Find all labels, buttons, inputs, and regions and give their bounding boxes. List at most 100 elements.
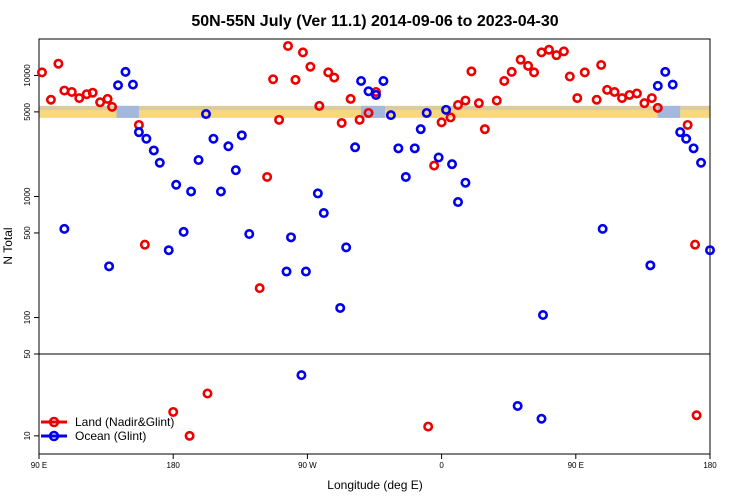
ocean-point bbox=[385, 110, 396, 121]
ocean-point bbox=[696, 157, 707, 168]
ocean-points bbox=[59, 66, 715, 424]
ocean-point bbox=[335, 302, 346, 313]
y-tick-label: 5000 bbox=[23, 102, 32, 120]
x-tick-label: 90 E bbox=[568, 461, 584, 470]
ocean-point bbox=[171, 179, 182, 190]
ocean-point bbox=[244, 229, 255, 240]
legend: Land (Nadir&Glint) Ocean (Glint) bbox=[41, 415, 174, 443]
land-point bbox=[473, 98, 484, 109]
land-point bbox=[87, 87, 98, 98]
band-layer bbox=[39, 105, 710, 118]
ocean-point bbox=[281, 266, 292, 277]
land-point bbox=[59, 85, 70, 96]
land-point bbox=[460, 95, 471, 106]
land-point bbox=[297, 47, 308, 58]
ocean-point bbox=[652, 80, 663, 91]
y-tick-label: 50 bbox=[23, 349, 32, 358]
y-tick-label: 100 bbox=[23, 310, 32, 324]
ocean-point bbox=[704, 245, 715, 256]
land-point bbox=[596, 59, 607, 70]
ocean-point bbox=[113, 80, 124, 91]
band-blue-segment-0 bbox=[116, 105, 139, 118]
land-point bbox=[102, 93, 113, 104]
land-point bbox=[591, 94, 602, 105]
land-point bbox=[453, 99, 464, 110]
land-point bbox=[184, 430, 195, 441]
legend-land-label: Land (Nadir&Glint) bbox=[75, 415, 174, 429]
land-point bbox=[479, 124, 490, 135]
ocean-point bbox=[312, 188, 323, 199]
ocean-point bbox=[400, 171, 411, 182]
ocean-point bbox=[363, 86, 374, 97]
land-point bbox=[690, 239, 701, 250]
land-point bbox=[262, 171, 273, 182]
land-point bbox=[609, 86, 620, 97]
land-point bbox=[631, 88, 642, 99]
ocean-point bbox=[223, 141, 234, 152]
land-point bbox=[354, 114, 365, 125]
land-point bbox=[268, 74, 279, 85]
land-point bbox=[429, 160, 440, 171]
land-point bbox=[336, 117, 347, 128]
ocean-point bbox=[681, 133, 692, 144]
land-point bbox=[283, 41, 294, 52]
land-point bbox=[436, 117, 447, 128]
x-tick-label: 180 bbox=[703, 461, 717, 470]
land-point bbox=[254, 283, 265, 294]
ocean-point bbox=[370, 89, 381, 100]
ocean-point bbox=[453, 197, 464, 208]
ocean-point bbox=[208, 133, 219, 144]
ocean-point bbox=[356, 75, 367, 86]
y-tick-label: 10 bbox=[23, 431, 32, 440]
y-tick-label: 10000 bbox=[23, 64, 32, 87]
ocean-point bbox=[178, 226, 189, 237]
ocean-point bbox=[201, 109, 212, 120]
ocean-point bbox=[512, 400, 523, 411]
ocean-point bbox=[141, 133, 152, 144]
land-point bbox=[506, 66, 517, 77]
ocean-point bbox=[186, 186, 197, 197]
land-point bbox=[66, 86, 77, 97]
lower-plot-frame bbox=[38, 353, 711, 455]
ocean-point bbox=[236, 130, 247, 141]
ocean-point bbox=[230, 165, 241, 176]
land-point bbox=[639, 98, 650, 109]
ocean-point bbox=[433, 152, 444, 163]
y-tick-label: 1000 bbox=[23, 187, 32, 205]
ocean-point bbox=[415, 124, 426, 135]
ocean-point bbox=[193, 155, 204, 166]
ocean-point bbox=[378, 75, 389, 86]
ocean-point bbox=[597, 223, 608, 234]
land-point bbox=[529, 67, 540, 78]
ocean-point bbox=[341, 242, 352, 253]
ocean-point bbox=[300, 266, 311, 277]
ocean-point bbox=[350, 142, 361, 153]
ocean-point bbox=[318, 208, 329, 219]
land-point bbox=[558, 46, 569, 57]
land-points bbox=[36, 41, 702, 441]
land-point bbox=[274, 114, 285, 125]
land-point bbox=[445, 112, 456, 123]
ocean-point bbox=[393, 143, 404, 154]
ocean-point bbox=[645, 260, 656, 271]
land-point bbox=[168, 406, 179, 417]
chart-title: 50N-55N July (Ver 11.1) 2014-09-06 to 20… bbox=[191, 13, 558, 30]
x-axis: 90 E 180 90 W 0 90 E 180 bbox=[31, 454, 717, 470]
ocean-point bbox=[215, 186, 226, 197]
land-point bbox=[499, 75, 510, 86]
land-point bbox=[329, 72, 340, 83]
ocean-point bbox=[667, 79, 678, 90]
legend-ocean-marker bbox=[48, 430, 60, 442]
ocean-point bbox=[441, 104, 452, 115]
land-point bbox=[551, 50, 562, 61]
band-blue-segment-2 bbox=[657, 105, 681, 118]
x-tick-label: 0 bbox=[439, 461, 444, 470]
land-point bbox=[305, 61, 316, 72]
land-point bbox=[523, 60, 534, 71]
land-point bbox=[564, 71, 575, 82]
ocean-point bbox=[163, 245, 174, 256]
ocean-point bbox=[688, 143, 699, 154]
ocean-point bbox=[59, 223, 70, 234]
land-point bbox=[515, 54, 526, 65]
